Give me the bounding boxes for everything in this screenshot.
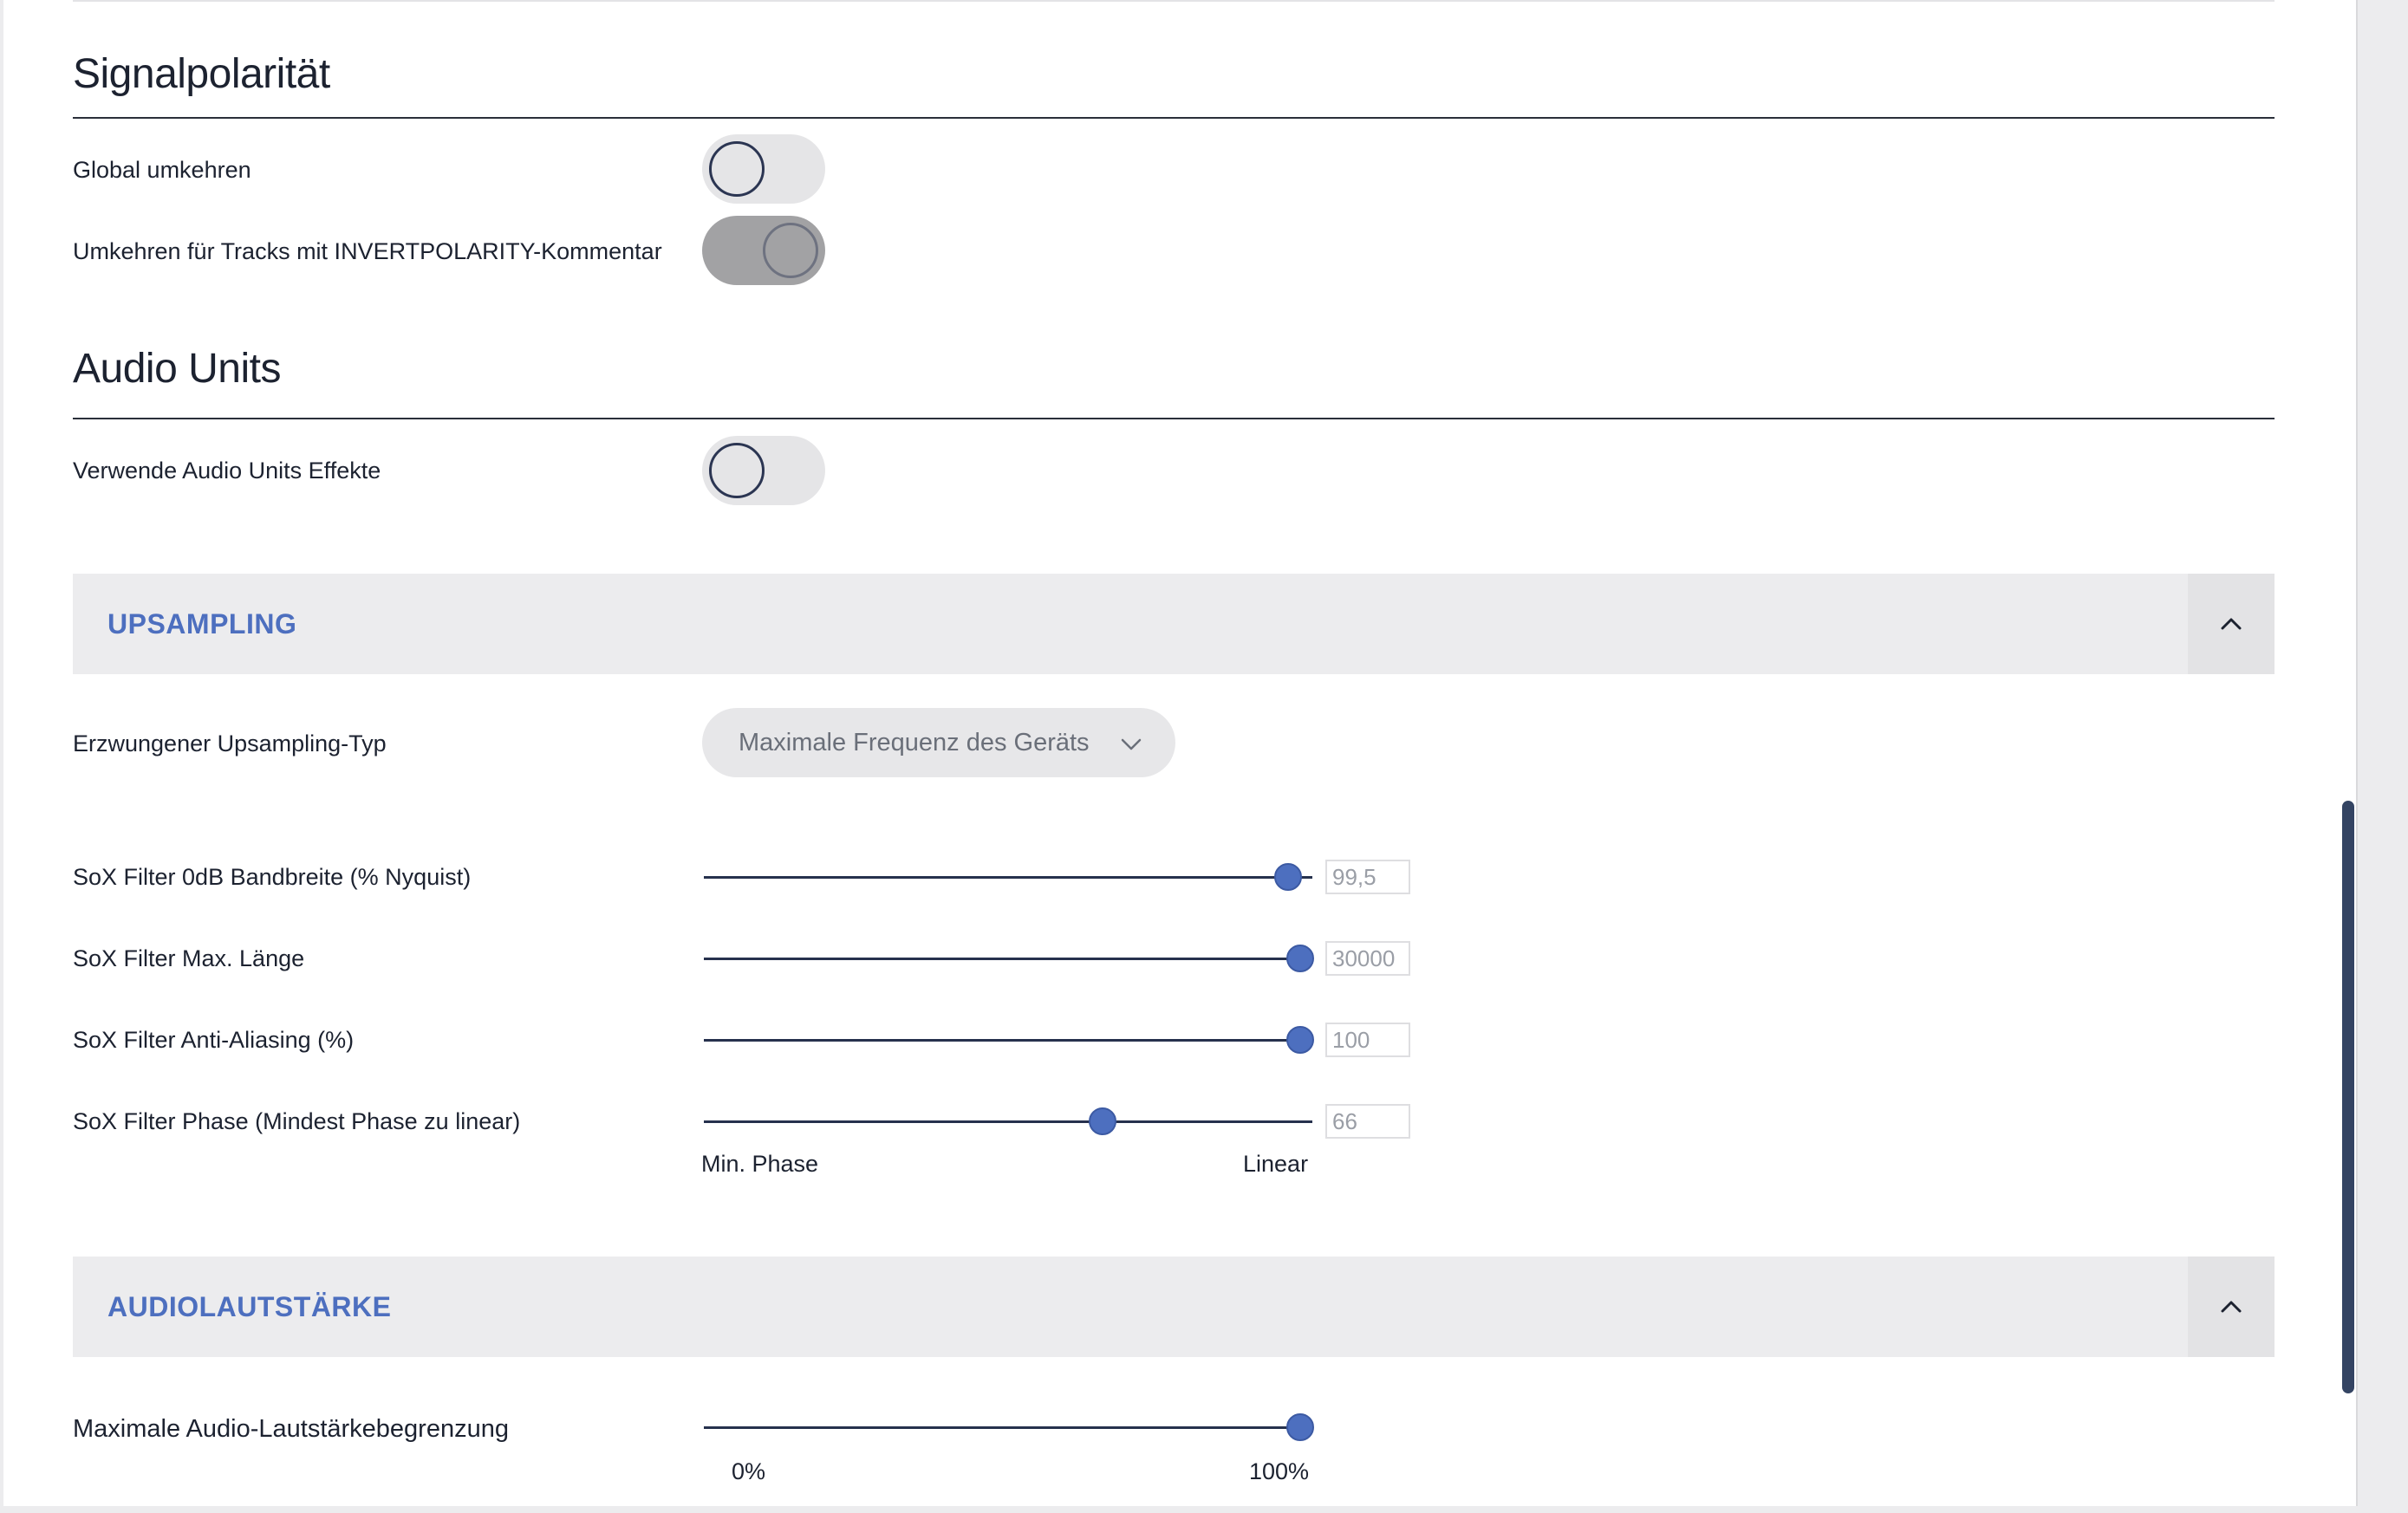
volume-max-label: 100% <box>1249 1458 1310 1484</box>
audio-volume-group-title: AUDIOLAUTSTÄRKE <box>107 1291 392 1322</box>
sox-phase-label: SoX Filter Phase (Mindest Phase zu linea… <box>73 1108 521 1134</box>
chevron-up-icon <box>2221 618 2242 630</box>
vertical-scrollbar[interactable] <box>2342 801 2354 1393</box>
slider-thumb[interactable] <box>1273 863 1302 891</box>
toggle-knob <box>709 141 765 197</box>
sox-bandwidth-label: SoX Filter 0dB Bandbreite (% Nyquist) <box>73 864 472 890</box>
toggle-knob <box>763 223 818 278</box>
invert-global-label: Global umkehren <box>73 157 251 183</box>
slider-track <box>704 1039 1312 1042</box>
slider-track <box>704 1120 1312 1123</box>
sox-max-length-label: SoX Filter Max. Länge <box>73 945 305 971</box>
phase-max-label: Linear <box>1243 1151 1309 1177</box>
sox-anti-aliasing-slider[interactable] <box>704 1023 1314 1057</box>
slider-track <box>704 1426 1312 1429</box>
max-volume-limit-slider[interactable] <box>704 1410 1314 1445</box>
audio-volume-group-header[interactable]: AUDIOLAUTSTÄRKE <box>73 1257 2275 1357</box>
use-audio-units-toggle[interactable] <box>702 436 825 505</box>
slider-thumb[interactable] <box>1285 945 1314 972</box>
sox-bandwidth-slider[interactable] <box>704 860 1312 894</box>
upsampling-collapse-button[interactable] <box>2188 574 2275 674</box>
settings-panel: Signalpolarität Global umkehren Umkehren… <box>3 0 2358 1506</box>
invert-tagged-label: Umkehren für Tracks mit INVERTPOLARITY-K… <box>73 238 662 264</box>
sox-anti-aliasing-input[interactable]: 100 <box>1325 1023 1410 1057</box>
sox-bandwidth-input[interactable]: 99,5 <box>1325 860 1410 894</box>
section-title-audio-units: Audio Units <box>73 346 281 392</box>
toggle-knob <box>709 443 765 498</box>
section-divider <box>73 418 2275 419</box>
slider-thumb[interactable] <box>1285 1026 1314 1054</box>
slider-thumb[interactable] <box>1285 1413 1314 1441</box>
invert-tagged-toggle[interactable] <box>702 216 825 285</box>
top-divider <box>73 0 2275 2</box>
sox-phase-slider[interactable] <box>704 1104 1312 1139</box>
section-title-signal-polarity: Signalpolarität <box>73 51 330 97</box>
sox-max-length-slider[interactable] <box>704 941 1314 976</box>
upsampling-group-header[interactable]: UPSAMPLING <box>73 574 2275 674</box>
volume-min-label: 0% <box>732 1458 766 1484</box>
max-volume-limit-label: Maximale Audio-Lautstärkebegrenzung <box>73 1415 509 1443</box>
slider-track <box>704 876 1312 879</box>
phase-min-label: Min. Phase <box>701 1151 819 1177</box>
section-divider <box>73 117 2275 119</box>
sox-phase-input[interactable]: 66 <box>1325 1104 1410 1139</box>
use-audio-units-label: Verwende Audio Units Effekte <box>73 458 381 484</box>
slider-thumb[interactable] <box>1088 1107 1116 1135</box>
upsampling-type-value: Maximale Frequenz des Geräts <box>739 729 1090 756</box>
invert-global-toggle[interactable] <box>702 134 825 204</box>
slider-track <box>704 958 1312 960</box>
upsampling-type-select[interactable]: Maximale Frequenz des Geräts <box>702 708 1175 777</box>
chevron-up-icon <box>2221 1301 2242 1313</box>
upsampling-type-label: Erzwungener Upsampling-Typ <box>73 731 387 756</box>
chevron-down-icon <box>1121 738 1142 750</box>
audio-volume-collapse-button[interactable] <box>2188 1257 2275 1357</box>
sox-anti-aliasing-label: SoX Filter Anti-Aliasing (%) <box>73 1027 355 1053</box>
upsampling-group-title: UPSAMPLING <box>107 608 297 640</box>
sox-max-length-input[interactable]: 30000 <box>1325 941 1410 976</box>
